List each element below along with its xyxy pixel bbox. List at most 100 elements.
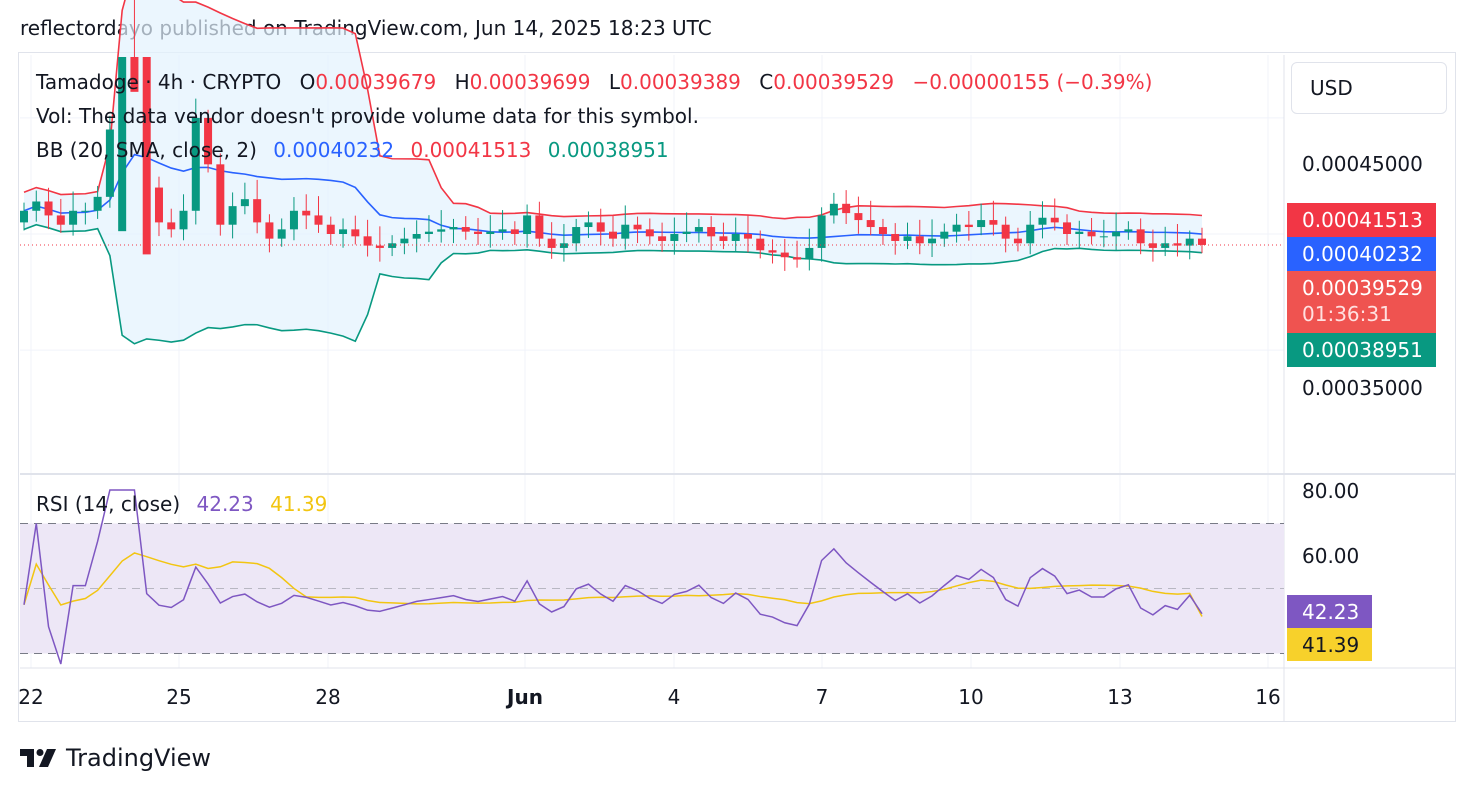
candle-body-31 [400, 238, 409, 244]
candle-body-61 [768, 250, 777, 253]
candle-body-55 [694, 227, 703, 232]
candle-body-46 [584, 222, 593, 228]
candle-body-51 [645, 229, 654, 237]
low-label: L [608, 70, 621, 94]
rsi-tick-60: 60.00 [1302, 544, 1360, 568]
change-value: −0.00000155 (−0.39%) [912, 70, 1153, 94]
rsi-ma-line [23, 552, 1203, 617]
candle-body-59 [743, 234, 752, 239]
candle-body-79 [989, 220, 998, 225]
open-label: O [299, 70, 316, 94]
candle-body-7 [105, 129, 114, 197]
candle-body-17 [228, 206, 237, 225]
candle-body-18 [240, 199, 249, 207]
candle-body-30 [388, 243, 397, 248]
bb-basis-value: 0.00040232 [273, 138, 395, 162]
candle-body-82 [1026, 224, 1035, 244]
candle-body-75 [940, 231, 949, 239]
candle-body-91 [1136, 229, 1145, 244]
close-label: C [759, 70, 774, 94]
candle-body-12 [167, 222, 176, 230]
candle-body-65 [817, 215, 826, 248]
candle-body-34 [437, 229, 446, 232]
currency-selector[interactable]: USD [1291, 62, 1447, 114]
rsi-line [23, 489, 1203, 665]
candle-body-77 [964, 224, 973, 228]
candle-body-63 [793, 257, 802, 260]
candle-body-39 [498, 229, 507, 232]
candle-body-96 [1198, 238, 1206, 245]
candle-body-48 [609, 231, 617, 239]
candle-body-35 [449, 227, 458, 230]
x-tick-28: 28 [315, 685, 341, 709]
candle-body-54 [682, 231, 691, 234]
bb-upper-tag: 0.00041513 [1287, 203, 1436, 237]
candle-body-20 [265, 222, 274, 239]
candle-body-38 [486, 231, 495, 234]
bb-lower-value: 0.00038951 [547, 138, 669, 162]
candle-body-50 [633, 224, 642, 230]
volume-notice: Vol: The data vendor doesn't provide vol… [36, 104, 699, 128]
tradingview-logo-icon [20, 749, 56, 767]
candle-body-57 [719, 236, 728, 241]
rsi-value: 42.23 [196, 492, 254, 516]
candle-body-76 [952, 224, 961, 232]
candle-body-23 [302, 210, 311, 216]
rsi-legend[interactable]: RSI (14, close) 42.23 41.39 [36, 492, 327, 516]
candle-body-81 [1013, 238, 1022, 244]
rsi-ma-tag: 41.39 [1287, 628, 1372, 661]
x-tick-22: 22 [18, 685, 44, 709]
high-value: 0.00039699 [469, 70, 591, 94]
candle-body-25 [326, 224, 335, 234]
candle-body-94 [1173, 243, 1182, 246]
candle-body-74 [928, 238, 937, 244]
candle-body-9 [130, 57, 139, 92]
candle-body-29 [375, 245, 384, 248]
candle-body-19 [253, 199, 262, 223]
candle-body-45 [572, 227, 581, 244]
candle-body-87 [1087, 231, 1096, 237]
candle-body-8 [118, 57, 127, 232]
bb-fill [24, 0, 1202, 344]
candle-body-73 [915, 236, 924, 244]
candle-body-84 [1050, 217, 1059, 223]
candle-body-80 [1001, 224, 1010, 239]
candle-body-58 [731, 234, 740, 241]
bb-label: BB (20, SMA, close, 2) [36, 138, 257, 162]
candle-body-33 [424, 231, 433, 234]
candle-body-21 [277, 229, 286, 239]
tradingview-logo[interactable]: TradingView [20, 744, 211, 772]
x-tick-4: 4 [667, 685, 681, 709]
last-price-tag: 0.00039529 01:36:31 [1287, 271, 1436, 333]
candle-body-40 [510, 229, 519, 234]
candle-body-85 [1063, 222, 1072, 234]
candle-body-43 [547, 238, 556, 248]
open-value: 0.00039679 [315, 70, 437, 94]
bb-lower-line [23, 223, 1203, 345]
x-tick-16: 16 [1255, 685, 1281, 709]
candle-body-95 [1185, 238, 1194, 246]
candle-body-44 [559, 243, 568, 248]
candle-body-71 [891, 234, 900, 241]
symbol-label[interactable]: Tamadoge · 4h · CRYPTO [36, 70, 282, 94]
candle-body-22 [289, 210, 298, 230]
candle-body-10 [142, 57, 151, 255]
candle-body-64 [805, 247, 814, 260]
candle-body-52 [658, 236, 667, 241]
candle-body-90 [1124, 229, 1133, 232]
candle-body-86 [1075, 231, 1084, 234]
candle-body-62 [780, 252, 789, 258]
x-tick-7: 7 [815, 685, 829, 709]
candle-body-83 [1038, 217, 1047, 225]
candle-body-41 [523, 215, 532, 234]
candle-body-66 [829, 203, 838, 216]
candle-body-93 [1161, 243, 1170, 248]
bb-upper-value: 0.00041513 [410, 138, 532, 162]
low-value: 0.00039389 [620, 70, 741, 94]
bb-lower-tag: 0.00038951 [1287, 333, 1436, 367]
bb-legend[interactable]: BB (20, SMA, close, 2) 0.00040232 0.0004… [36, 138, 669, 162]
candle-body-16 [216, 164, 225, 225]
candle-body-2 [44, 201, 53, 216]
candle-body-24 [314, 215, 323, 225]
